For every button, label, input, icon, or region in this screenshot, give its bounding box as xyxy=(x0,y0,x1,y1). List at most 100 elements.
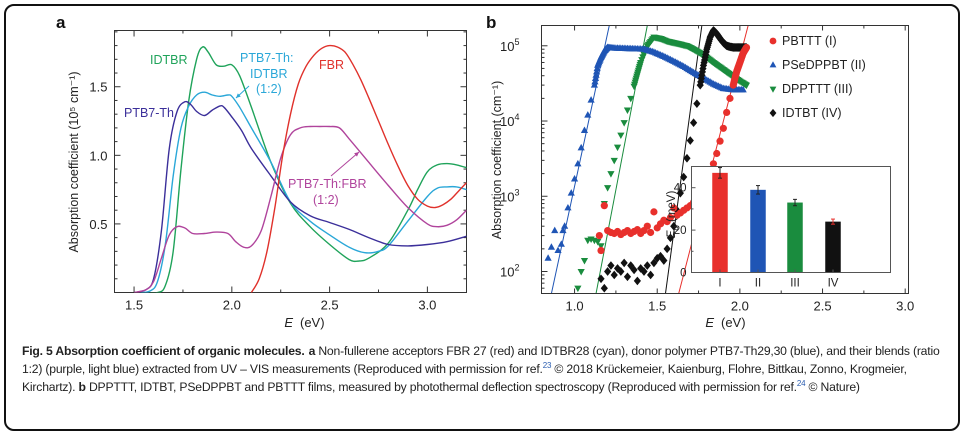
point-dppttt-iii xyxy=(594,239,602,246)
point-dppttt-iii xyxy=(607,171,615,178)
legend-label: PBTTT (I) xyxy=(782,34,837,48)
b-xtick-label: 2.5 xyxy=(813,299,831,314)
annotation-1-2: (1:2) xyxy=(313,193,339,207)
inset-bar-iii xyxy=(787,202,803,273)
figure-caption: Fig. 5 Absorption coefficient of organic… xyxy=(22,342,952,396)
panel-a-label: a xyxy=(56,13,66,32)
point-pbttt-i xyxy=(719,124,727,132)
b-ytick-base: 10 xyxy=(500,114,514,129)
point-pbttt-i xyxy=(666,214,675,222)
point-psedppbt-ii xyxy=(561,222,569,229)
a-xtick-label: 2.0 xyxy=(223,298,241,313)
point-dppttt-iii xyxy=(613,144,622,152)
legend-marker-triangle-down xyxy=(769,86,777,93)
point-psedppbt-ii xyxy=(580,126,589,133)
point-pbttt-i xyxy=(595,231,603,240)
a-xtick-label: 1.5 xyxy=(125,298,143,313)
point-idtbt-iv xyxy=(604,267,612,276)
caption-a-label: a xyxy=(308,344,316,358)
annotation-1-2: (1:2) xyxy=(256,82,282,96)
a-xtick-label: 3.0 xyxy=(418,298,436,313)
inset-ytick-label: 0 xyxy=(680,268,686,280)
curve-ptb7-th xyxy=(133,100,467,293)
b-ytick-label: 105 xyxy=(500,37,519,54)
caption-b-label: b xyxy=(78,380,86,394)
point-idtbt-iv xyxy=(643,261,651,270)
point-idtbt-iv xyxy=(653,253,661,263)
point-psedppbt-ii xyxy=(739,85,747,93)
caption-ref-24[interactable]: 24 xyxy=(796,378,806,388)
point-idtbt-iv xyxy=(666,233,675,243)
panel-b-xlabel-var: E xyxy=(705,315,714,330)
point-psedppbt-ii xyxy=(587,96,595,103)
curve-ptb7-th-fbr-1-2 xyxy=(133,125,467,293)
point-psedppbt-ii xyxy=(567,189,575,196)
point-psedppbt-ii xyxy=(564,203,572,211)
point-idtbt-iv xyxy=(680,172,688,182)
caption-b-text-1: DPPTTT, IDTBT, PSeDPPBT and PBTTT films,… xyxy=(85,380,797,394)
point-dppttt-iii xyxy=(742,82,751,90)
point-psedppbt-ii xyxy=(593,67,601,75)
point-idtbt-iv xyxy=(627,261,635,270)
point-dppttt-iii xyxy=(617,132,625,140)
point-idtbt-iv xyxy=(620,258,628,268)
b-xtick-label: 3.0 xyxy=(896,299,914,314)
point-dppttt-iii xyxy=(574,285,582,293)
legend-label: DPPTTT (III) xyxy=(782,82,853,96)
b-xtick-label: 1.0 xyxy=(566,299,584,314)
point-idtbt-iv xyxy=(610,270,618,280)
point-psedppbt-ii xyxy=(592,71,600,78)
legend-label: PSeDPPBT (II) xyxy=(782,58,866,72)
caption-a-text-1: Non-fullerene acceptors FBR 27 (red) and… xyxy=(22,344,940,376)
point-pbttt-i xyxy=(709,160,718,168)
point-pbttt-i xyxy=(713,149,721,158)
inset-xtick-label: I xyxy=(718,278,721,290)
inset-ylabel-var: E xyxy=(666,230,678,238)
a-ytick-label: 1.0 xyxy=(89,148,107,163)
point-psedppbt-ii xyxy=(557,240,565,247)
point-pbttt-i xyxy=(723,108,731,117)
arrow-idtbr-blend-head xyxy=(236,93,241,98)
panel-b-ylabel: Absorption coefficient (cm⁻¹) xyxy=(490,81,504,240)
point-psedppbt-ii xyxy=(559,226,567,234)
legend-marker-triangle-up xyxy=(769,61,777,68)
series-psedppbt-ii xyxy=(544,43,747,261)
panel-a-ylabel: Absorption coefficient (10⁵ cm⁻¹) xyxy=(67,71,81,252)
inset-xtick-label: II xyxy=(755,278,761,290)
panel-a-xlabel-unit: (eV) xyxy=(300,315,325,330)
legend-marker-circle xyxy=(769,37,777,45)
curve-ptb7-th-idtbr-1-2 xyxy=(137,91,467,293)
a-ytick-label: 0.5 xyxy=(89,217,107,232)
panel-b-xlabel-unit: (eV) xyxy=(721,315,746,330)
inset-bar-iv xyxy=(825,221,841,273)
annotation-ptb7-th: PTB7-Th: xyxy=(240,51,294,65)
point-idtbt-iv xyxy=(663,244,671,254)
point-pbttt-i xyxy=(600,202,608,210)
point-idtbt-iv xyxy=(640,267,648,276)
series-idtbt-iv xyxy=(597,26,751,293)
panel-b-label: b xyxy=(486,13,496,32)
inset-ytick-label: 20 xyxy=(674,225,687,237)
point-pbttt-i xyxy=(726,94,734,102)
point-dppttt-iii xyxy=(627,95,635,103)
point-psedppbt-ii xyxy=(554,246,562,254)
panel-a-xlabel-var: E xyxy=(284,315,293,330)
point-idtbt-iv xyxy=(670,221,678,231)
arrow-fbr-blend-head xyxy=(354,152,359,157)
legend-label: IDTBT (IV) xyxy=(782,106,842,120)
annotation-fbr: FBR xyxy=(319,58,344,72)
inset-bar-i xyxy=(712,172,728,273)
b-ytick-base: 10 xyxy=(500,189,514,204)
point-idtbt-iv xyxy=(689,118,698,128)
b-ytick-base: 10 xyxy=(500,264,514,279)
a-xtick-label: 2.5 xyxy=(321,298,339,313)
arrow-fbr-blend xyxy=(330,151,360,177)
caption-a-text-2: © 2018 Krückemeier, Kaienburg, Flohre, B… xyxy=(22,362,907,394)
curve-fbr xyxy=(250,44,467,293)
point-pbttt-i xyxy=(670,204,678,212)
b-xtick-label: 2.0 xyxy=(731,299,749,314)
panel-a-axes-frame xyxy=(114,30,467,293)
point-psedppbt-ii xyxy=(593,64,601,72)
legend-item-pbttt-i: PBTTT (I) xyxy=(769,34,837,48)
caption-ref-23[interactable]: 23 xyxy=(542,360,552,370)
